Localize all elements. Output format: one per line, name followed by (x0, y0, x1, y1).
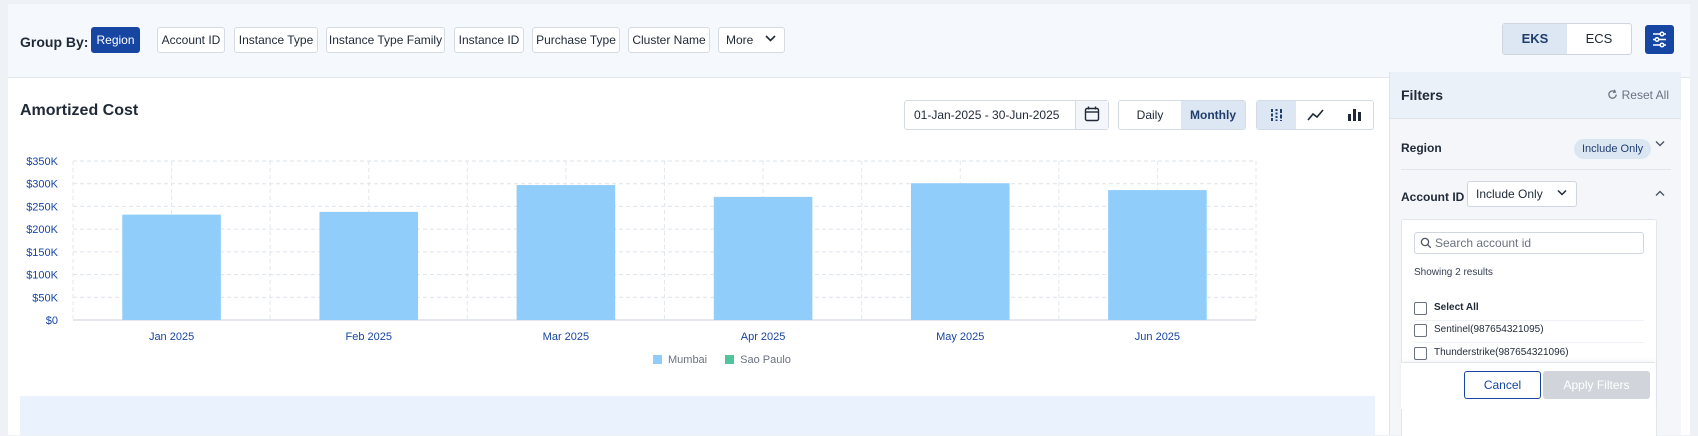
account-id-mode-select[interactable]: Include Only (1467, 181, 1577, 207)
legend-item-sao-paulo[interactable]: Sao Paulo (725, 354, 791, 366)
bar-mumbai (319, 212, 418, 320)
reset-all-button[interactable]: Reset All (1607, 88, 1669, 102)
select-all-option[interactable]: Select All (1414, 298, 1644, 321)
period-monthly[interactable]: Monthly (1181, 101, 1245, 129)
group-by-instance-type-family[interactable]: Instance Type Family (326, 27, 445, 53)
region-mode-badge[interactable]: Include Only (1574, 139, 1651, 159)
chart-type-line[interactable] (1296, 101, 1335, 129)
checkbox[interactable] (1414, 324, 1427, 337)
filters-header: Filters Reset All (1390, 72, 1681, 119)
account-option[interactable]: Sentinel(987654321095) (1414, 320, 1644, 343)
select-all-label: Select All (1434, 302, 1479, 313)
x-tick-label: Apr 2025 (741, 331, 786, 343)
bar-chart-icon (1335, 101, 1374, 129)
filters-toggle-button[interactable] (1645, 25, 1674, 54)
group-by-instance-id[interactable]: Instance ID (454, 27, 524, 53)
filters-footer: Cancel Apply Filters (1401, 362, 1655, 409)
chart-type-toggle (1256, 100, 1374, 130)
legend-label: Sao Paulo (740, 354, 791, 366)
period-toggle: Daily Monthly (1118, 100, 1246, 130)
group-by-cluster-name[interactable]: Cluster Name (628, 27, 710, 53)
y-tick-label: $0 (46, 315, 58, 327)
group-by-bar: Group By: Region Account ID Instance Typ… (8, 4, 1690, 78)
account-id-filter-label: Account ID (1401, 190, 1464, 204)
y-tick-label: $300K (26, 179, 58, 191)
chart-type-bar[interactable] (1335, 101, 1374, 129)
table-header-strip (20, 396, 1375, 435)
chevron-down-icon (765, 28, 776, 52)
x-tick-label: Mar 2025 (543, 331, 589, 343)
platform-eks[interactable]: EKS (1503, 24, 1567, 54)
period-daily[interactable]: Daily (1119, 101, 1181, 129)
region-filter-label: Region (1401, 141, 1442, 155)
stacked-bar-icon (1257, 101, 1296, 129)
filter-divider (1401, 169, 1671, 170)
y-tick-label: $200K (26, 224, 58, 236)
chart-title: Amortized Cost (20, 102, 138, 120)
y-tick-label: $50K (32, 292, 58, 304)
cancel-button[interactable]: Cancel (1464, 371, 1541, 399)
chevron-down-icon[interactable] (1655, 138, 1665, 150)
date-range-value: 01-Jan-2025 - 30-Jun-2025 (914, 108, 1059, 122)
line-chart-icon (1296, 101, 1335, 129)
group-by-more-dropdown[interactable]: More (718, 27, 785, 53)
account-option-label: Sentinel(987654321095) (1434, 324, 1544, 335)
bar-mumbai (122, 215, 221, 320)
group-by-label: Group By: (20, 34, 88, 50)
checkbox[interactable] (1414, 347, 1427, 360)
bar-mumbai (517, 185, 616, 320)
group-by-region[interactable]: Region (91, 27, 140, 53)
checkbox[interactable] (1414, 302, 1427, 315)
bar-mumbai (714, 197, 813, 320)
x-tick-label: May 2025 (936, 331, 984, 343)
account-search-input[interactable] (1435, 235, 1635, 251)
sliders-icon (1645, 25, 1674, 54)
refresh-icon (1607, 89, 1618, 100)
legend-label: Mumbai (668, 354, 707, 366)
y-tick-label: $100K (26, 270, 58, 282)
account-id-mode-value: Include Only (1476, 187, 1543, 201)
cost-explorer-frame: Group By: Region Account ID Instance Typ… (8, 4, 1690, 435)
group-by-account-id[interactable]: Account ID (157, 27, 225, 53)
x-tick-label: Feb 2025 (346, 331, 392, 343)
platform-ecs[interactable]: ECS (1567, 24, 1631, 54)
date-range-picker[interactable]: 01-Jan-2025 - 30-Jun-2025 (904, 100, 1109, 130)
chart-legend: Mumbai Sao Paulo (653, 354, 791, 366)
amortized-cost-chart: $0 $50K $100K $150K $200K $250K $300K $350K Jan … (8, 144, 1378, 354)
x-tick-label: Jan 2025 (149, 331, 194, 343)
apply-filters-button[interactable]: Apply Filters (1543, 371, 1650, 399)
y-tick-label: $350K (26, 156, 58, 168)
filters-title: Filters (1401, 87, 1443, 103)
y-tick-label: $250K (26, 201, 58, 213)
bar-mumbai (911, 183, 1010, 320)
search-icon (1420, 237, 1432, 249)
reset-all-label: Reset All (1622, 88, 1669, 102)
platform-toggle: EKS ECS (1502, 23, 1632, 55)
account-option-label: Thunderstrike(987654321096) (1434, 347, 1569, 358)
chevron-up-icon[interactable] (1655, 188, 1665, 200)
account-search (1414, 232, 1644, 254)
more-label: More (726, 33, 753, 47)
group-by-instance-type[interactable]: Instance Type (234, 27, 318, 53)
filters-panel: Filters Reset All Region Include Only Ac… (1389, 72, 1681, 435)
y-tick-label: $150K (26, 247, 58, 259)
x-tick-label: Jun 2025 (1135, 331, 1180, 343)
group-by-purchase-type[interactable]: Purchase Type (532, 27, 620, 53)
chevron-down-icon (1557, 182, 1567, 206)
results-count: Showing 2 results (1414, 267, 1493, 278)
legend-item-mumbai[interactable]: Mumbai (653, 354, 707, 366)
chart-type-stacked[interactable] (1257, 101, 1296, 129)
calendar-icon[interactable] (1075, 101, 1108, 129)
bar-mumbai (1108, 190, 1207, 320)
